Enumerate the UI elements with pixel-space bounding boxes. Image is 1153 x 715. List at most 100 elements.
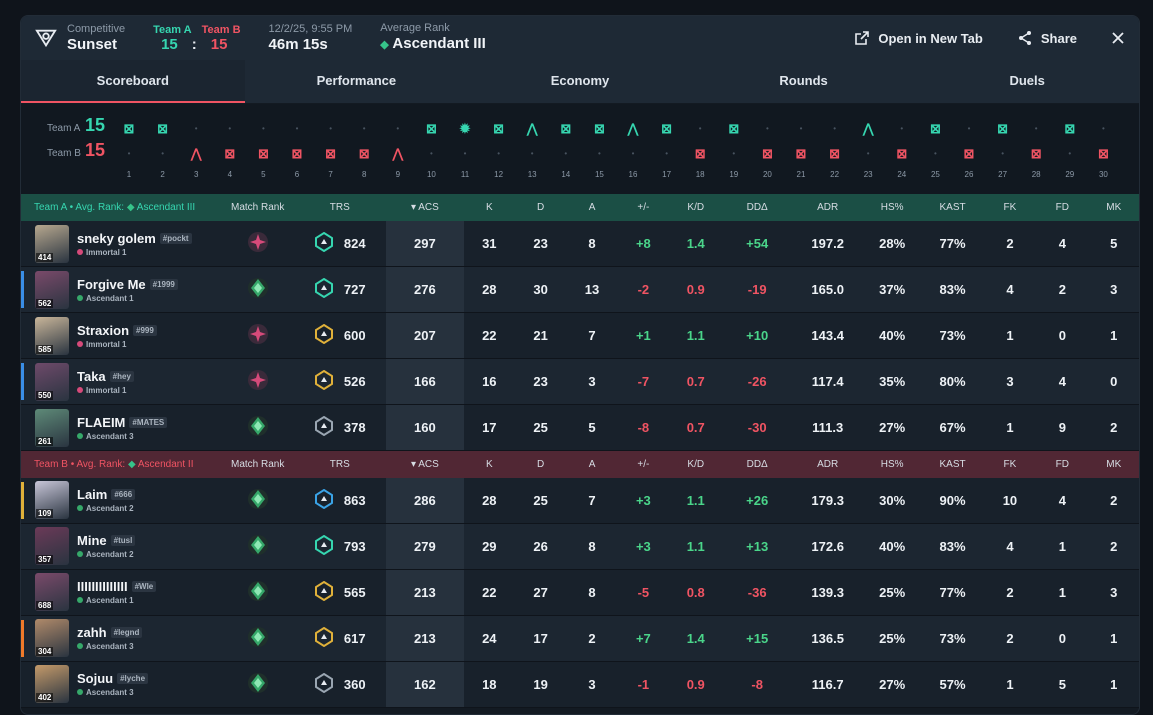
column-header[interactable]: D	[537, 202, 545, 213]
player-name[interactable]: sneky golem	[77, 230, 156, 246]
player-row[interactable]: 261 FLAEIM #MATES Ascendant 3 378 160 17 25 5 -8 0…	[21, 404, 1139, 451]
round-loss-dot[interactable]: •	[967, 124, 971, 133]
elimination-icon[interactable]: ⊠	[257, 146, 269, 161]
column-header-acs[interactable]: ▾ ACS	[386, 451, 465, 478]
elimination-icon[interactable]: ⊠	[123, 121, 135, 136]
column-header[interactable]: D	[537, 458, 545, 470]
round-loss-dot[interactable]: •	[564, 149, 568, 158]
column-header[interactable]: A	[588, 458, 596, 470]
open-new-tab-button[interactable]: Open in New Tab	[854, 30, 983, 46]
column-header[interactable]: +/-	[637, 202, 650, 213]
player-cell[interactable]: 304 zahh #legnd Ascendant 3	[21, 616, 221, 661]
column-header[interactable]: DDΔ	[746, 458, 768, 470]
round-loss-dot[interactable]: •	[665, 149, 668, 158]
tab-economy[interactable]: Economy	[550, 73, 610, 88]
player-name[interactable]: zahh	[77, 625, 107, 640]
player-name[interactable]: Forgive Me	[77, 276, 146, 292]
column-header[interactable]: Match Rank	[231, 202, 285, 213]
spike-explode-icon[interactable]: ✹	[459, 121, 471, 136]
elimination-icon[interactable]: ⊠	[929, 121, 941, 136]
elimination-icon[interactable]: ⊠	[997, 121, 1009, 136]
player-row[interactable]: 304 zahh #legnd Ascendant 3 617 213 24 17 2 +7 1.4…	[21, 615, 1139, 662]
column-header[interactable]: Match Rank	[231, 458, 285, 470]
player-name[interactable]: Taka	[77, 368, 106, 384]
column-header[interactable]: TRS	[329, 202, 350, 213]
round-loss-dot[interactable]: •	[1034, 124, 1038, 133]
round-loss-dot[interactable]: •	[698, 124, 702, 133]
round-loss-dot[interactable]: •	[161, 149, 164, 158]
player-row[interactable]: 402 Sojuu #lyche Ascendant 3 360 162 18 19 3 -1 0.…	[21, 661, 1139, 708]
round-loss-dot[interactable]: •	[933, 149, 937, 158]
player-cell[interactable]: 357 Mine #tusl Ascendant 2	[21, 524, 221, 569]
elimination-icon[interactable]: ⊠	[157, 121, 169, 136]
elimination-icon[interactable]: ⊠	[1064, 121, 1076, 136]
elimination-icon[interactable]: ⊠	[963, 146, 975, 161]
player-name[interactable]: Straxion	[77, 322, 130, 338]
elimination-icon[interactable]: ⊠	[896, 146, 908, 161]
column-header-acs[interactable]: ▾ ACS	[386, 194, 465, 221]
player-cell[interactable]: 688 IIIIIIIIIIIIII #Wle Ascendant 1	[21, 570, 221, 615]
column-header[interactable]: ADR	[817, 202, 839, 213]
column-header[interactable]: KAST	[939, 458, 966, 470]
round-loss-dot[interactable]: •	[396, 124, 400, 133]
round-loss-dot[interactable]: •	[765, 124, 769, 133]
elimination-icon[interactable]: ⊠	[493, 121, 505, 136]
column-header[interactable]: K	[485, 202, 493, 213]
player-name[interactable]: Mine	[77, 533, 107, 548]
round-loss-dot[interactable]: •	[295, 124, 299, 133]
player-row[interactable]: 414 sneky golem #pockt Immortal 1 824 297 31 23…	[21, 221, 1139, 267]
defuse-icon[interactable]: ⋀	[627, 121, 639, 136]
column-header[interactable]: K/D	[687, 458, 705, 470]
elimination-icon[interactable]: ⊠	[325, 146, 337, 161]
column-header[interactable]: DDΔ	[746, 202, 768, 213]
player-cell[interactable]: 261 FLAEIM #MATES Ascendant 3	[21, 405, 221, 450]
elimination-icon[interactable]: ⊠	[358, 146, 370, 161]
elimination-icon[interactable]: ⊠	[1030, 146, 1042, 161]
tab-duels[interactable]: Duels	[1009, 73, 1045, 88]
round-loss-dot[interactable]: •	[429, 149, 433, 158]
elimination-icon[interactable]: ⊠	[291, 146, 303, 161]
round-loss-dot[interactable]: •	[833, 124, 836, 133]
round-loss-dot[interactable]: •	[497, 149, 500, 158]
column-header[interactable]: K/D	[687, 202, 705, 213]
round-loss-dot[interactable]: •	[194, 124, 198, 133]
defuse-icon[interactable]: ⋀	[190, 146, 202, 161]
round-loss-dot[interactable]: •	[799, 124, 803, 133]
player-cell[interactable]: 562 Forgive Me #1999 Ascendant 1	[21, 267, 221, 312]
round-loss-dot[interactable]: •	[597, 149, 601, 158]
round-loss-dot[interactable]: •	[463, 149, 467, 158]
column-header[interactable]: MK	[1106, 458, 1122, 470]
elimination-icon[interactable]: ⊠	[829, 146, 841, 161]
round-loss-dot[interactable]: •	[261, 124, 265, 133]
player-row[interactable]: 585 Straxion #999 Immortal 1 600 207 22 21 7 +1 1.…	[21, 312, 1139, 359]
close-button[interactable]	[1111, 31, 1125, 45]
player-name[interactable]: Laim	[77, 487, 108, 502]
round-loss-dot[interactable]: •	[362, 124, 366, 133]
share-button[interactable]: Share	[1017, 30, 1077, 46]
column-header[interactable]: A	[588, 202, 596, 213]
round-loss-dot[interactable]: •	[1001, 149, 1004, 158]
player-name[interactable]: IIIIIIIIIIIIII	[77, 579, 128, 594]
defuse-icon[interactable]: ⋀	[862, 121, 874, 136]
round-loss-dot[interactable]: •	[1068, 149, 1072, 158]
round-loss-dot[interactable]: •	[866, 149, 870, 158]
elimination-icon[interactable]: ⊠	[694, 146, 706, 161]
player-row[interactable]: 562 Forgive Me #1999 Ascendant 1 727 276 28 30 1…	[21, 266, 1139, 313]
round-loss-dot[interactable]: •	[127, 149, 131, 158]
column-header[interactable]: K	[485, 458, 493, 470]
player-cell[interactable]: 550 Taka #hey Immortal 1	[21, 359, 221, 404]
column-header[interactable]: HS%	[880, 458, 904, 470]
player-row[interactable]: 357 Mine #tusl Ascendant 2 793 279 29 26 8 +3 1.1 +…	[21, 523, 1139, 570]
round-loss-dot[interactable]: •	[732, 149, 736, 158]
column-header[interactable]: ADR	[817, 458, 839, 470]
tab-rounds[interactable]: Rounds	[779, 73, 828, 88]
column-header[interactable]: FK	[1003, 458, 1017, 470]
column-header[interactable]: FD	[1055, 202, 1069, 213]
defuse-icon[interactable]: ⋀	[526, 121, 538, 136]
elimination-icon[interactable]: ⊠	[795, 146, 807, 161]
elimination-icon[interactable]: ⊠	[1097, 146, 1109, 161]
elimination-icon[interactable]: ⊠	[728, 121, 740, 136]
elimination-icon[interactable]: ⊠	[593, 121, 605, 136]
column-header[interactable]: KAST	[939, 202, 966, 213]
tab-performance[interactable]: Performance	[316, 73, 397, 88]
